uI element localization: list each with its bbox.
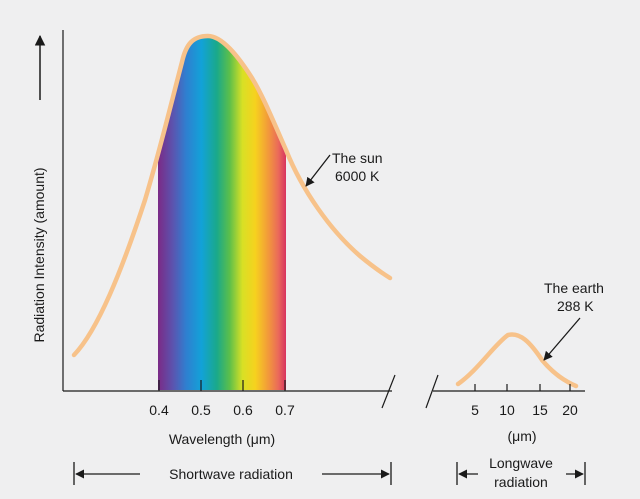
earth-label-temp: 288 K (557, 298, 594, 314)
sun-label-temp: 6000 K (335, 168, 380, 184)
earth-label-name: The earth (544, 280, 604, 296)
shortwave-range-bracket (73, 462, 392, 485)
tick-label: 20 (562, 402, 578, 418)
tick-label: 0.7 (275, 402, 295, 418)
tick-label: 0.4 (149, 402, 169, 418)
tick-label: 0.5 (191, 402, 211, 418)
sun-x-ticks (158, 380, 286, 391)
sun-radiation-curve (71, 33, 393, 358)
earth-x-ticks (474, 384, 571, 391)
tick-label: 15 (532, 402, 548, 418)
earth-unit-label: (μm) (507, 428, 536, 444)
earth-radiation-curve (455, 332, 579, 389)
tick-label: 0.6 (233, 402, 253, 418)
x-axis-label: Wavelength (μm) (169, 431, 275, 447)
shortwave-label: Shortwave radiation (169, 466, 293, 482)
longwave-range-bracket (456, 462, 586, 485)
tick-label: 10 (499, 402, 515, 418)
earth-pointer-arrow-icon (543, 317, 581, 361)
longwave-label-line1: Longwave (489, 455, 553, 471)
tick-label: 5 (471, 402, 479, 418)
sun-pointer-arrow-icon (305, 154, 331, 187)
longwave-label-line2: radiation (494, 474, 548, 490)
axis-break-mark-left (381, 374, 396, 409)
y-axis-label: Radiation Intensity (amount) (31, 167, 47, 342)
axis-break-mark-right (425, 374, 439, 409)
sun-label-name: The sun (332, 150, 383, 166)
